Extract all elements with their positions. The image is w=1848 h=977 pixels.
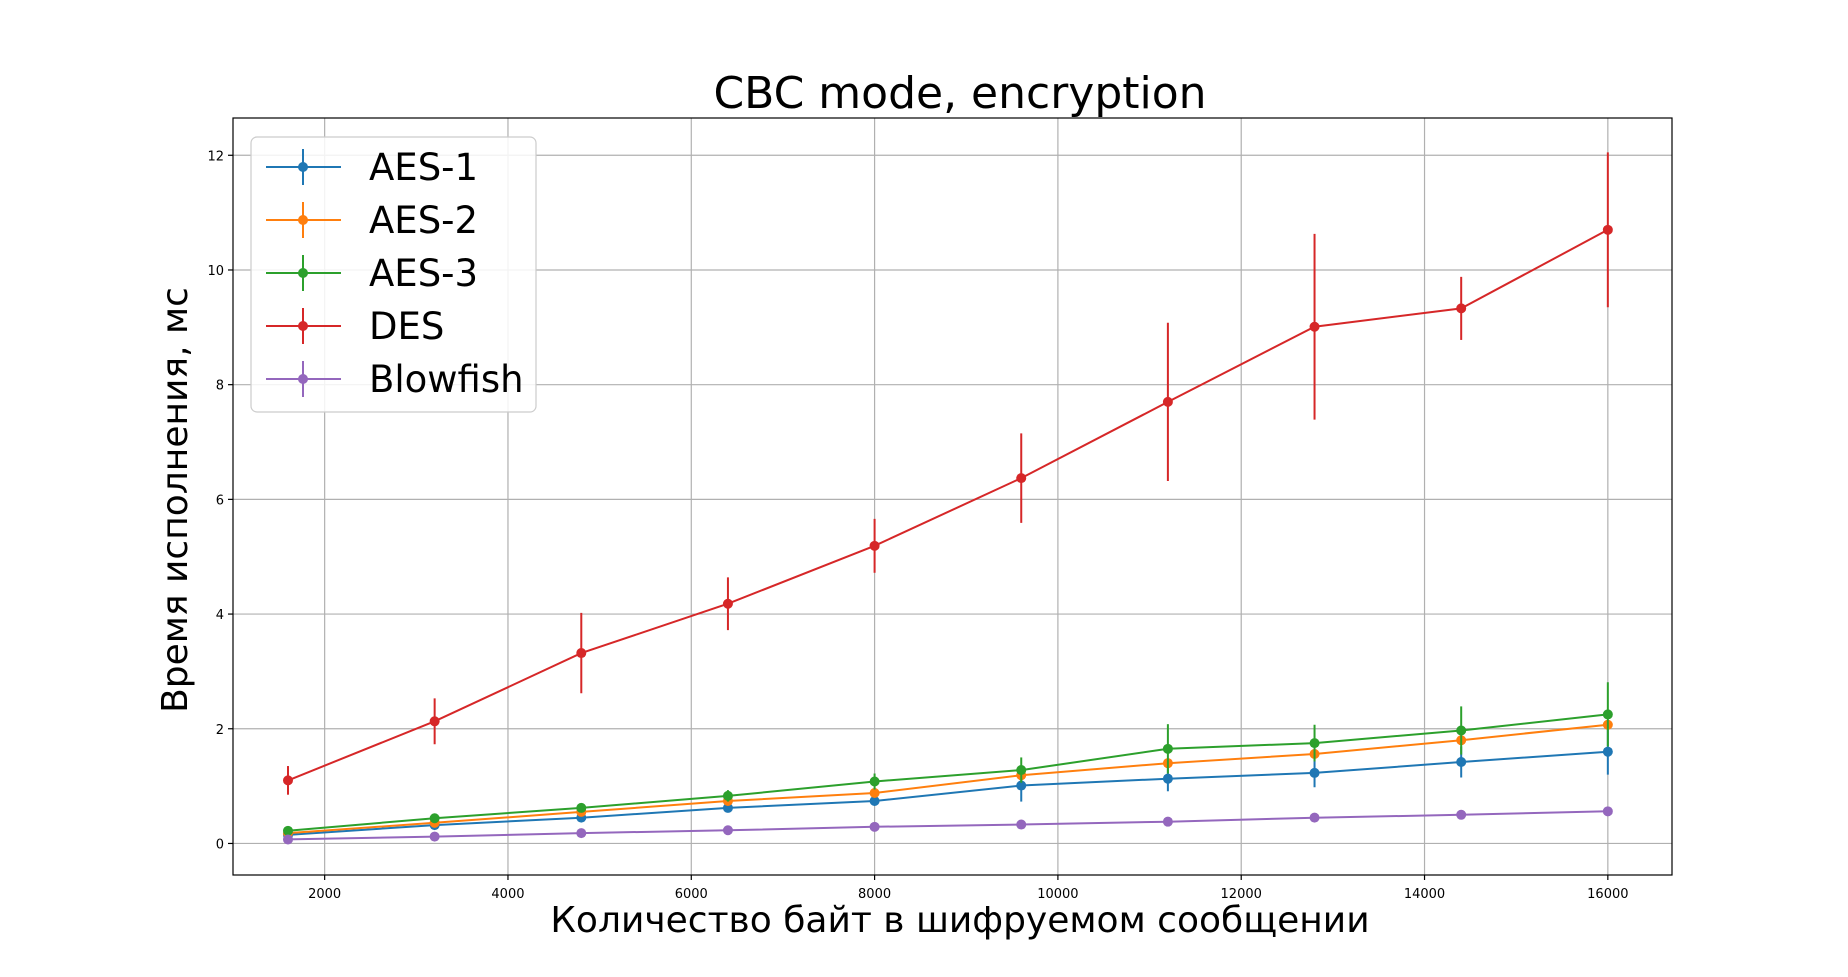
data-point (1016, 819, 1027, 830)
legend-item: AES-3 (266, 252, 478, 295)
x-tick-label: 10000 (1037, 887, 1078, 902)
y-tick-label: 12 (207, 149, 224, 164)
data-point (1309, 321, 1320, 332)
series-line (287, 810, 1608, 841)
data-point (1456, 303, 1467, 314)
series-line (287, 750, 1608, 836)
legend-label: AES-3 (369, 252, 478, 295)
x-tick-label: 4000 (491, 887, 524, 902)
legend-label: DES (369, 305, 444, 348)
grid (233, 118, 1672, 875)
x-tick-label: 2000 (308, 887, 341, 902)
y-tick-label: 6 (216, 493, 224, 508)
data-point (1309, 812, 1320, 823)
data-point (722, 790, 733, 801)
data-point (1016, 765, 1027, 776)
chart-title: CBC mode, encryption (713, 68, 1206, 119)
data-point (869, 540, 880, 551)
series-line (287, 228, 1609, 782)
data-point (429, 813, 440, 824)
legend-item: DES (266, 305, 444, 348)
data-point (1162, 396, 1173, 407)
legend-marker (298, 162, 308, 172)
series-blowfish (282, 806, 1613, 845)
data-point (1602, 806, 1613, 817)
data-point (869, 821, 880, 832)
data-point (722, 825, 733, 836)
data-point (869, 796, 880, 807)
data-point (1309, 738, 1320, 749)
data-point (722, 802, 733, 813)
legend-marker (298, 321, 308, 331)
y-axis-label: Время исполнения, мс (155, 287, 196, 713)
data-point (1602, 746, 1613, 757)
axis-ticks: 2000 4000 6000 8000 10000 12000 14000 16000 0 2 4 6… (207, 149, 1628, 902)
legend-marker (298, 268, 308, 278)
x-axis-label: Количество байт в шифруемом сообщении (550, 900, 1369, 941)
legend-marker (298, 215, 308, 225)
data-point (1456, 757, 1467, 768)
y-tick-label: 4 (216, 608, 224, 623)
data-point (1309, 767, 1320, 778)
y-tick-label: 8 (216, 379, 224, 394)
data-point (576, 828, 587, 839)
data-point (282, 825, 293, 836)
data-point (576, 802, 587, 813)
data-point (1016, 473, 1027, 484)
series-line (287, 713, 1608, 832)
legend-marker (298, 374, 308, 384)
data-point (429, 831, 440, 842)
x-tick-label: 8000 (858, 887, 891, 902)
data-point (1602, 224, 1613, 235)
data-point (1456, 809, 1467, 820)
legend-label: Blowfish (369, 358, 524, 401)
data-point (282, 775, 293, 786)
data-point (429, 716, 440, 727)
plot-area (232, 117, 1673, 876)
legend-item: AES-1 (266, 146, 478, 189)
legend-item: Blowfish (266, 358, 524, 401)
data-point (1162, 743, 1173, 754)
data-point (576, 648, 587, 659)
data-point (1602, 709, 1613, 720)
data-point (722, 598, 733, 609)
legend-box (250, 136, 537, 413)
y-tick-label: 0 (216, 837, 224, 852)
data-point (869, 787, 880, 798)
series-layer (282, 152, 1613, 845)
legend: AES-1 AES-2 AES-3 DES Blowfish (250, 136, 537, 413)
series-des (282, 152, 1613, 795)
series-aes-2 (282, 719, 1613, 839)
y-tick-label: 10 (207, 264, 224, 279)
x-tick-label: 14000 (1404, 887, 1445, 902)
legend-label: AES-2 (369, 199, 478, 242)
data-point (869, 776, 880, 787)
legend-label: AES-1 (369, 146, 478, 189)
x-tick-label: 16000 (1587, 887, 1628, 902)
y-tick-label: 2 (216, 723, 224, 738)
legend-item: AES-2 (266, 199, 478, 242)
x-tick-label: 12000 (1221, 887, 1262, 902)
data-point (282, 834, 293, 845)
data-point (1016, 780, 1027, 791)
series-line (287, 723, 1608, 835)
series-aes-3 (282, 682, 1613, 836)
data-point (1162, 816, 1173, 827)
data-point (1162, 773, 1173, 784)
data-point (1456, 725, 1467, 736)
x-tick-label: 6000 (675, 887, 708, 902)
